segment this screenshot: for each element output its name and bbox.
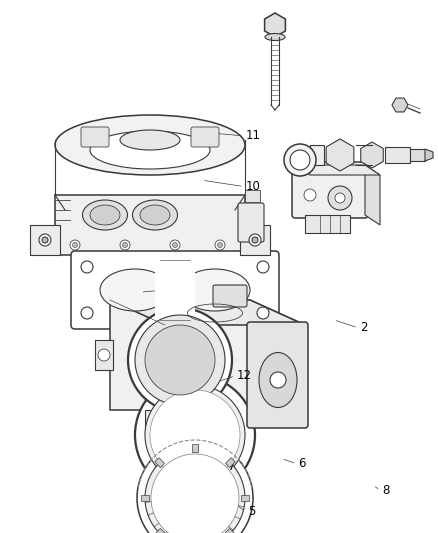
Bar — [225, 458, 235, 467]
Bar — [55, 195, 244, 255]
Bar — [225, 528, 235, 533]
Circle shape — [303, 189, 315, 201]
Circle shape — [327, 186, 351, 210]
Ellipse shape — [82, 200, 127, 230]
Ellipse shape — [180, 269, 249, 311]
Polygon shape — [391, 98, 407, 112]
Bar — [95, 340, 113, 370]
Circle shape — [145, 385, 244, 485]
Circle shape — [137, 440, 252, 533]
Bar — [240, 495, 248, 501]
FancyBboxPatch shape — [237, 203, 263, 242]
Polygon shape — [360, 142, 382, 168]
Polygon shape — [249, 300, 304, 425]
Circle shape — [42, 237, 48, 243]
Ellipse shape — [55, 115, 244, 175]
Ellipse shape — [90, 205, 120, 225]
Text: 12: 12 — [237, 369, 251, 382]
Circle shape — [135, 315, 225, 405]
Ellipse shape — [90, 131, 209, 169]
Circle shape — [217, 243, 222, 247]
Bar — [191, 444, 198, 452]
Circle shape — [256, 261, 268, 273]
Circle shape — [81, 261, 93, 273]
Polygon shape — [110, 300, 249, 410]
Text: 4: 4 — [162, 284, 170, 297]
Circle shape — [128, 308, 231, 412]
Circle shape — [150, 390, 240, 480]
Circle shape — [122, 243, 127, 247]
Circle shape — [70, 240, 80, 250]
Circle shape — [283, 144, 315, 176]
Circle shape — [72, 243, 78, 247]
Polygon shape — [364, 165, 379, 225]
Polygon shape — [325, 139, 353, 171]
FancyBboxPatch shape — [191, 127, 219, 147]
Circle shape — [215, 240, 225, 250]
Circle shape — [135, 375, 254, 495]
Ellipse shape — [100, 269, 170, 311]
Polygon shape — [264, 13, 285, 37]
Bar — [184, 395, 202, 413]
Ellipse shape — [120, 130, 180, 150]
Ellipse shape — [132, 200, 177, 230]
Bar — [154, 528, 164, 533]
Circle shape — [39, 234, 51, 246]
Circle shape — [145, 448, 244, 533]
Ellipse shape — [140, 205, 170, 225]
Text: 6: 6 — [298, 457, 305, 470]
Circle shape — [170, 240, 180, 250]
Bar — [141, 495, 148, 501]
Circle shape — [81, 307, 93, 319]
Text: 7: 7 — [228, 460, 235, 473]
Circle shape — [251, 237, 258, 243]
Bar — [240, 225, 269, 255]
Circle shape — [256, 307, 268, 319]
Ellipse shape — [258, 352, 297, 408]
Text: 5: 5 — [247, 505, 255, 518]
Text: 11: 11 — [245, 130, 260, 142]
FancyBboxPatch shape — [291, 162, 367, 218]
Circle shape — [248, 234, 261, 246]
Bar — [30, 225, 60, 255]
Circle shape — [151, 454, 238, 533]
Bar — [145, 410, 205, 430]
Circle shape — [290, 150, 309, 170]
Circle shape — [172, 243, 177, 247]
Text: 2: 2 — [359, 321, 367, 334]
Bar — [304, 215, 349, 233]
Circle shape — [145, 325, 215, 395]
Ellipse shape — [265, 34, 284, 41]
Bar — [409, 149, 424, 161]
Bar — [244, 190, 259, 202]
Text: 8: 8 — [381, 484, 389, 497]
Circle shape — [120, 240, 130, 250]
Bar — [384, 147, 409, 163]
FancyBboxPatch shape — [247, 322, 307, 428]
Circle shape — [98, 349, 110, 361]
Circle shape — [269, 372, 285, 388]
Bar — [154, 458, 164, 467]
Polygon shape — [110, 300, 304, 325]
FancyBboxPatch shape — [212, 285, 247, 307]
Circle shape — [334, 193, 344, 203]
FancyBboxPatch shape — [81, 127, 109, 147]
Bar — [309, 145, 323, 165]
Bar — [155, 260, 194, 320]
Text: 10: 10 — [245, 180, 260, 193]
Text: 1: 1 — [188, 444, 196, 457]
Polygon shape — [424, 149, 432, 161]
Polygon shape — [294, 165, 379, 175]
FancyBboxPatch shape — [71, 251, 279, 329]
